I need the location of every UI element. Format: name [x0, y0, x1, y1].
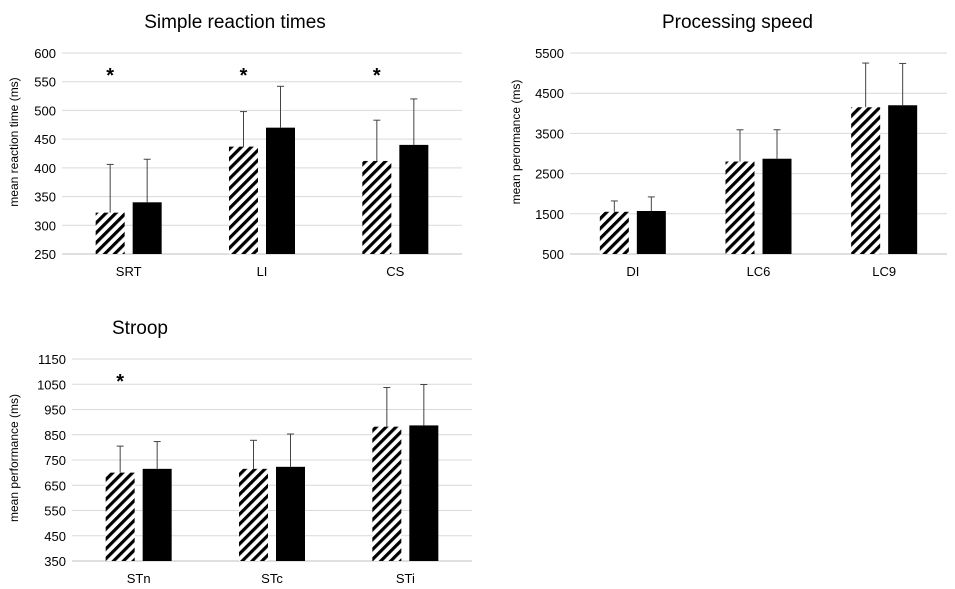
bar-group-lc6 — [725, 129, 792, 254]
y-tick-label: 750 — [44, 453, 66, 468]
x-tick-label: LI — [257, 264, 268, 279]
y-tick-label: 1500 — [535, 207, 564, 222]
y-tick-label: 1150 — [38, 352, 66, 367]
chart-title: Processing speed — [661, 12, 814, 33]
bar-group-srt — [95, 158, 162, 254]
y-tick-label: 850 — [44, 428, 66, 443]
y-tick-label: 3500 — [535, 126, 564, 141]
x-tick-label: SRT — [116, 264, 142, 279]
bar — [725, 161, 755, 254]
significance-marker: * — [240, 65, 248, 87]
bar-group-sti — [372, 384, 439, 561]
chart-title: Stroop — [112, 318, 168, 339]
y-axis-label: mean reaction time (ms) — [7, 77, 21, 206]
y-tick-label: 350 — [34, 190, 56, 205]
y-tick-label: 1050 — [37, 377, 66, 392]
y-tick-label: 450 — [44, 529, 66, 544]
chart-stroop: Stroop 350 450 550 650 750 850 950 1050 1150 mean… — [0, 306, 480, 589]
y-tick-label: 5500 — [535, 46, 564, 61]
significance-marker: * — [106, 65, 114, 87]
bar — [105, 472, 135, 561]
chart-svg: 500 1500 2500 3500 4500 5500 mean perormance (… — [509, 46, 947, 279]
bar-group-li — [229, 85, 295, 254]
y-tick-label: 4500 — [535, 86, 564, 101]
x-tick-label: DI — [626, 264, 639, 279]
bar — [762, 158, 792, 254]
bar — [142, 468, 172, 561]
bar-group-stn — [105, 441, 172, 561]
significance-marker: * — [373, 65, 381, 87]
bar — [229, 146, 258, 254]
bar — [239, 468, 268, 561]
bar — [372, 426, 402, 561]
chart-svg: 250 300 350 400 450 500 550 600 mean reaction ti… — [7, 46, 462, 279]
y-axis-label: mean perormance (ms) — [509, 80, 523, 205]
bar-group-lc9 — [851, 62, 918, 255]
bar — [636, 210, 666, 254]
x-tick-label: LC9 — [872, 264, 896, 279]
y-tick-label: 550 — [34, 75, 56, 90]
bar — [132, 202, 162, 254]
y-tick-label: 400 — [34, 161, 56, 176]
bar — [409, 425, 439, 561]
y-tick-label: 450 — [34, 132, 56, 147]
y-tick-label: 950 — [44, 403, 66, 418]
bar — [95, 212, 125, 254]
y-tick-label: 600 — [34, 46, 56, 61]
chart-processing-speed: Processing speed 500 1500 2500 3500 4500 5500… — [480, 0, 955, 300]
bar — [888, 105, 918, 254]
y-axis-label: mean performance (ms) — [7, 394, 21, 522]
significance-marker: * — [116, 371, 124, 393]
bar-group-di — [599, 196, 666, 254]
chart-svg: 350 450 550 650 750 850 950 1050 1150 mean perfor… — [7, 352, 472, 586]
y-tick-label: 300 — [34, 218, 56, 233]
chart-simple-reaction-times: Simple reaction times 250 300 350 400 450 500… — [0, 0, 470, 300]
y-tick-label: 500 — [34, 103, 56, 118]
bar — [399, 144, 429, 254]
x-tick-label: CS — [386, 264, 404, 279]
bar — [599, 211, 629, 254]
x-tick-label: STc — [261, 571, 283, 586]
bar — [362, 160, 392, 254]
x-tick-label: STn — [127, 571, 151, 586]
y-tick-label: 500 — [542, 247, 564, 262]
y-tick-label: 2500 — [535, 167, 564, 182]
bar — [266, 127, 295, 254]
bar-group-stc — [239, 433, 305, 561]
y-tick-label: 250 — [34, 247, 56, 262]
bar — [276, 466, 305, 561]
x-tick-label: LC6 — [747, 264, 771, 279]
y-tick-label: 350 — [44, 554, 66, 569]
bar-group-cs — [362, 98, 429, 254]
y-tick-label: 550 — [44, 504, 66, 519]
x-tick-label: STi — [396, 571, 415, 586]
chart-title: Simple reaction times — [144, 12, 326, 33]
bar — [851, 107, 881, 255]
y-tick-label: 650 — [44, 478, 66, 493]
